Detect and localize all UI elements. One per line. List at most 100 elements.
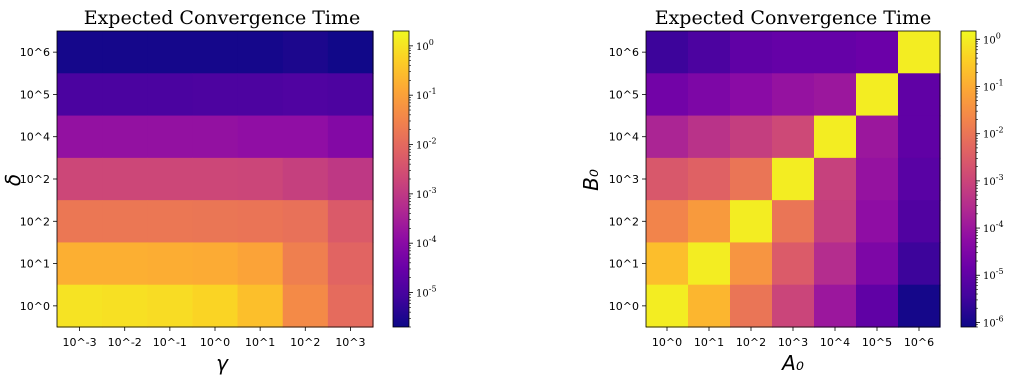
heatmap-cell: [814, 73, 857, 117]
heatmap-cell: [327, 73, 374, 117]
colorbar-tick-label: 10-2: [983, 126, 1004, 141]
heatmap-cell: [237, 242, 284, 286]
heatmap-cell: [282, 115, 329, 159]
heatmap-cell: [856, 115, 899, 159]
heatmap-cell: [147, 157, 194, 201]
heatmap-cell: [282, 200, 329, 244]
heatmap-cell: [856, 157, 899, 201]
x-tick-label: 10^-2: [108, 336, 142, 349]
heatmap-cell: [57, 157, 103, 201]
heatmap-cell: [772, 200, 815, 244]
chart-title: Expected Convergence Time: [655, 7, 932, 29]
heatmap-cell: [147, 284, 194, 328]
heatmap-cell: [147, 31, 194, 74]
heatmap-cell: [147, 200, 194, 244]
x-tick-label: 10^0: [200, 336, 230, 349]
colorbar-tick-label: 10-5: [983, 267, 1004, 282]
heatmap-cell: [772, 115, 815, 159]
heatmap-cell: [192, 284, 239, 328]
colorbar-gradient: [392, 30, 410, 328]
heatmap-cell: [147, 73, 194, 117]
heatmap-cell: [772, 284, 815, 328]
heatmap-cell: [102, 73, 148, 117]
heatmap-cell: [327, 284, 374, 328]
heatmap-cell: [192, 157, 239, 201]
y-tick-label: 10^2: [20, 215, 50, 228]
heatmap-cell: [147, 115, 194, 159]
heatmap-cell: [898, 157, 941, 201]
heatmap-cell: [237, 115, 284, 159]
heatmap-cell: [898, 242, 941, 286]
y-tick-label: 10^3: [609, 173, 639, 186]
heatmap-cell: [327, 157, 374, 201]
heatmap-cell: [282, 31, 329, 74]
y-tick-label: 10^0: [20, 300, 50, 313]
heatmap-cell: [730, 284, 773, 328]
colorbar: 100 10-1 10-2 10-3 10-4 10-5 10-6: [960, 30, 1004, 329]
heatmap-cell: [57, 73, 103, 117]
colorbar-tick-label: 10-6: [983, 314, 1004, 329]
heatmap-cell: [282, 73, 329, 117]
heatmap-cell: [237, 284, 284, 328]
heatmap-cell: [646, 284, 689, 328]
y-axis-label: δ: [1, 174, 25, 186]
y-tick-label: 10^5: [20, 88, 50, 101]
y-tick-label: 10^4: [20, 131, 50, 144]
heatmap-cell: [102, 157, 148, 201]
heatmap-cell: [772, 242, 815, 286]
heatmap-cell: [327, 31, 374, 74]
heatmap-cell: [646, 115, 689, 159]
heatmap-cell: [898, 73, 941, 117]
colorbar-tick-label: 10-1: [416, 87, 437, 102]
x-tick-label: 10^-1: [153, 336, 187, 349]
heatmap-cell: [688, 284, 731, 328]
heatmap-cell: [282, 242, 329, 286]
y-tick-label: 10^1: [20, 258, 50, 271]
heatmap-cell: [898, 284, 941, 328]
y-tick-label: 10^2: [20, 173, 50, 186]
colorbar-gradient: [960, 30, 977, 328]
x-axis-label: γ: [216, 351, 229, 375]
heatmap-cell: [646, 73, 689, 117]
y-axis-label: B₀: [579, 169, 603, 191]
heatmap-cell: [102, 115, 148, 159]
y-tick-label: 10^5: [609, 88, 639, 101]
x-tick-label: 10^2: [290, 336, 320, 349]
colorbar-tick-label: 10-5: [416, 285, 437, 300]
x-tick-label: 10^6: [904, 336, 934, 349]
heatmap-cell: [772, 31, 815, 74]
heatmap-cell: [57, 242, 103, 286]
heatmap-cell: [327, 115, 374, 159]
y-tick-label: 10^4: [609, 131, 639, 144]
y-tick-label: 10^0: [609, 300, 639, 313]
heatmap-cell: [102, 242, 148, 286]
heatmap-cell: [57, 115, 103, 159]
heatmap-cell: [192, 115, 239, 159]
heatmap-panel-2: Expected Convergence Time 10^0 10^1 10^2 10^…: [579, 7, 1004, 375]
heatmap-cell: [192, 31, 239, 74]
x-tick-label: 10^4: [820, 336, 850, 349]
heatmap-cell: [102, 284, 148, 328]
heatmap-cell: [772, 73, 815, 117]
colorbar-tick-label: 10-2: [416, 137, 437, 152]
x-tick-label: 10^-3: [62, 336, 96, 349]
colorbar-tick-label: 100: [416, 38, 434, 53]
heatmap-cell: [898, 31, 941, 74]
x-tick-label: 10^2: [736, 336, 766, 349]
x-tick-label: 10^1: [694, 336, 724, 349]
heatmap-cell: [688, 200, 731, 244]
heatmap-cell: [646, 242, 689, 286]
x-tick-label: 10^3: [335, 336, 365, 349]
heatmap-cell: [688, 31, 731, 74]
heatmap-cell: [814, 284, 857, 328]
heatmap-cell: [192, 200, 239, 244]
heatmap-cell: [237, 157, 284, 201]
colorbar-tick-label: 10-1: [983, 78, 1004, 93]
heatmap-cell: [57, 284, 103, 328]
heatmap-cell: [814, 157, 857, 201]
heatmap-cell: [192, 242, 239, 286]
heatmap-cell: [102, 31, 148, 74]
heatmap-cell: [814, 242, 857, 286]
heatmap-cell: [730, 157, 773, 201]
